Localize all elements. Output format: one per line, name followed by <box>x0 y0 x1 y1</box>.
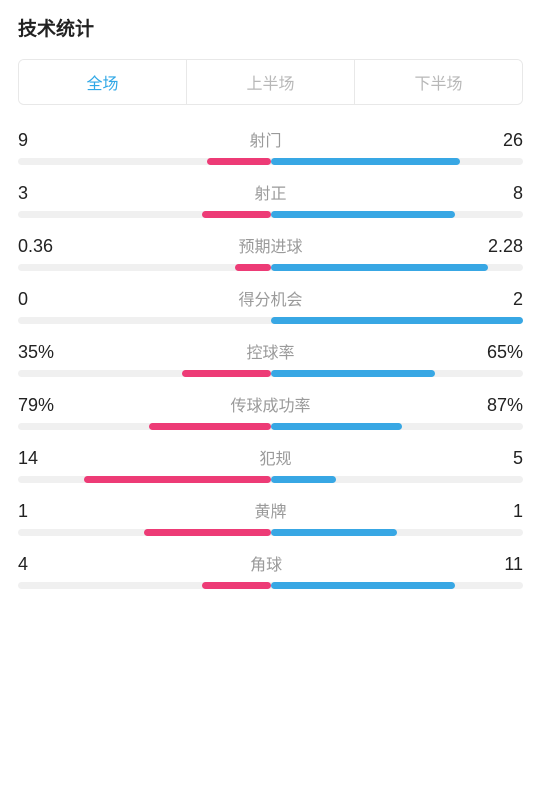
stat-bar-track <box>18 317 523 324</box>
stat-value-right: 1 <box>513 501 523 522</box>
stat-header: 4 角球 11 <box>18 551 523 575</box>
stat-label: 传球成功率 <box>230 392 310 416</box>
stat-label: 控球率 <box>246 339 294 363</box>
stat-bar-right <box>271 370 435 377</box>
stat-bar-left <box>235 264 270 271</box>
stat-bar-track <box>18 370 523 377</box>
stat-bar-right <box>271 582 455 589</box>
stat-bar-track <box>18 211 523 218</box>
stat-value-right: 8 <box>513 183 523 204</box>
stat-value-right: 26 <box>503 130 523 151</box>
stat-label: 预期进球 <box>238 233 302 257</box>
stat-label: 射正 <box>254 180 286 204</box>
stat-header: 35% 控球率 65% <box>18 339 523 363</box>
stat-bar-right <box>271 317 524 324</box>
stat-value-right: 2.28 <box>488 236 523 257</box>
stat-header: 14 犯规 5 <box>18 445 523 469</box>
stat-label: 犯规 <box>260 445 292 469</box>
stat-value-right: 5 <box>513 448 523 469</box>
stat-value-right: 65% <box>487 342 523 363</box>
stat-row: 9 射门 26 <box>18 127 523 165</box>
stat-label: 射门 <box>249 127 281 151</box>
stat-bar-track <box>18 529 523 536</box>
stat-bar-track <box>18 264 523 271</box>
stat-bar-left <box>202 211 270 218</box>
stat-bar-left <box>207 158 270 165</box>
stat-bar-left <box>149 423 270 430</box>
stat-bar-right <box>271 423 402 430</box>
tab-2[interactable]: 下半场 <box>355 60 522 104</box>
stat-row: 0.36 预期进球 2.28 <box>18 233 523 271</box>
stat-bar-track <box>18 582 523 589</box>
stat-value-left: 14 <box>18 448 38 469</box>
stat-label: 角球 <box>250 551 282 575</box>
stat-bar-right <box>271 476 337 483</box>
stat-header: 1 黄牌 1 <box>18 498 523 522</box>
tab-1[interactable]: 上半场 <box>187 60 355 104</box>
stat-header: 79% 传球成功率 87% <box>18 392 523 416</box>
stat-value-right: 2 <box>513 289 523 310</box>
stat-bar-right <box>271 211 455 218</box>
stat-bar-track <box>18 158 523 165</box>
stat-row: 35% 控球率 65% <box>18 339 523 377</box>
stat-row: 1 黄牌 1 <box>18 498 523 536</box>
stat-row: 4 角球 11 <box>18 551 523 589</box>
stat-value-right: 87% <box>487 395 523 416</box>
stat-header: 9 射门 26 <box>18 127 523 151</box>
stat-row: 0 得分机会 2 <box>18 286 523 324</box>
stat-bar-left <box>84 476 271 483</box>
stat-value-left: 35% <box>18 342 54 363</box>
stat-value-left: 3 <box>18 183 28 204</box>
stat-header: 3 射正 8 <box>18 180 523 204</box>
stats-list: 9 射门 26 3 射正 8 0.36 预期进球 2.28 0 得分机会 2 35% 控球率 65% 79% 传… <box>18 127 523 589</box>
stat-bar-right <box>271 158 460 165</box>
tab-0[interactable]: 全场 <box>19 60 187 104</box>
stat-header: 0.36 预期进球 2.28 <box>18 233 523 257</box>
panel-title: 技术统计 <box>18 14 523 41</box>
stat-bar-track <box>18 476 523 483</box>
stat-value-right: 11 <box>504 554 523 575</box>
stat-value-left: 1 <box>18 501 28 522</box>
stat-header: 0 得分机会 2 <box>18 286 523 310</box>
stat-value-left: 79% <box>18 395 54 416</box>
stat-value-left: 0.36 <box>18 236 53 257</box>
stat-value-left: 4 <box>18 554 28 575</box>
stat-value-left: 9 <box>18 130 28 151</box>
stat-row: 3 射正 8 <box>18 180 523 218</box>
tab-bar: 全场上半场下半场 <box>18 59 523 105</box>
stat-bar-left <box>144 529 270 536</box>
stat-bar-right <box>271 264 488 271</box>
stat-label: 黄牌 <box>254 498 286 522</box>
stat-bar-left <box>182 370 270 377</box>
stat-row: 14 犯规 5 <box>18 445 523 483</box>
stat-value-left: 0 <box>18 289 28 310</box>
stat-bar-left <box>202 582 270 589</box>
stats-panel: 技术统计 全场上半场下半场 9 射门 26 3 射正 8 0.36 预期进球 2.28 0 得分机会… <box>0 0 541 589</box>
stat-bar-track <box>18 423 523 430</box>
stat-bar-right <box>271 529 397 536</box>
stat-row: 79% 传球成功率 87% <box>18 392 523 430</box>
stat-label: 得分机会 <box>238 286 302 310</box>
